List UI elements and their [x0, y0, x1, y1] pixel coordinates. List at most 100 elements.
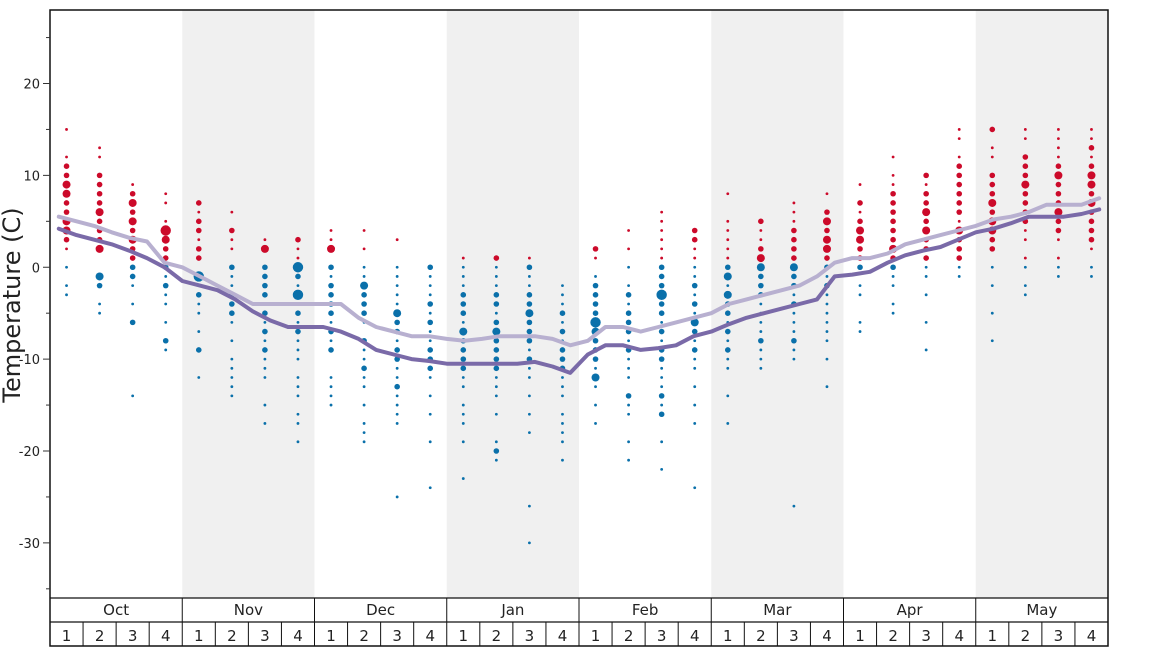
temperature-dot [759, 320, 763, 324]
temperature-dot [461, 256, 465, 260]
y-tick-label: 20 [23, 78, 40, 93]
week-label: 4 [954, 627, 964, 645]
temperature-dot [759, 357, 763, 361]
temperature-dot [295, 236, 301, 243]
temperature-dot [492, 327, 501, 336]
temperature-dot [129, 273, 136, 280]
week-label: 2 [1021, 627, 1031, 645]
temperature-dot [230, 394, 234, 398]
temperature-dot [858, 284, 862, 288]
temperature-dot [526, 301, 533, 307]
month-band [975, 10, 1108, 598]
week-label: 2 [227, 627, 237, 645]
week-label: 4 [293, 627, 303, 645]
temperature-dot [65, 265, 68, 269]
temperature-dot [460, 356, 467, 362]
lower-trend-line [56, 207, 1102, 375]
temperature-dot [395, 394, 399, 398]
temperature-dot [1090, 137, 1093, 141]
temperature-dot [791, 337, 797, 344]
temperature-dot [592, 292, 599, 298]
temperature-dot [561, 394, 564, 398]
temperature-dot [296, 247, 300, 251]
temperature-dot [460, 310, 467, 316]
temperature-dot [924, 293, 928, 297]
temperature-dot [63, 163, 70, 169]
temperature-dot [526, 328, 533, 335]
temperature-dot [528, 431, 531, 435]
temperature-dot [62, 189, 71, 198]
week-label: 2 [359, 627, 369, 645]
y-tick-label: 0 [32, 261, 40, 276]
temperature-dot [362, 247, 366, 251]
temperature-dot [1088, 218, 1095, 225]
temperature-dot [956, 255, 963, 261]
temperature-dot [923, 218, 929, 225]
temperature-dot [758, 282, 764, 289]
temperature-dot [922, 208, 931, 217]
temperature-dot [427, 347, 434, 353]
temperature-dot [592, 282, 599, 289]
temperature-dot [328, 292, 334, 298]
temperature-dot [693, 311, 697, 315]
temperature-dot [792, 210, 796, 214]
temperature-dot [660, 320, 664, 324]
temperature-dot [395, 366, 399, 370]
temperature-dot [96, 282, 103, 289]
week-label: 4 [822, 627, 832, 645]
temperature-dot [361, 301, 367, 307]
temperature-dot [528, 376, 531, 379]
temperature-dot [162, 246, 169, 252]
y-tick-label: -20 [19, 445, 40, 460]
temperature-dot [164, 293, 168, 297]
temperature-dot [329, 238, 333, 242]
temperature-dot [1055, 163, 1062, 169]
temperature-dot [528, 348, 531, 352]
temperature-dot [956, 163, 963, 169]
temperature-dot [63, 172, 70, 179]
temperature-dot [1090, 128, 1093, 131]
temperature-dot [559, 347, 566, 353]
temperature-dot [825, 330, 829, 333]
week-label: 2 [756, 627, 766, 645]
temperature-dot [724, 264, 731, 271]
temperature-dot [726, 229, 730, 232]
temperature-dot [658, 328, 665, 335]
temperature-dot [230, 320, 234, 324]
temperature-dot [395, 339, 399, 343]
temperature-dot [857, 246, 863, 252]
y-axis: 20 10 0 -10 -20 -30 [19, 37, 50, 590]
temperature-dot [990, 311, 994, 315]
month-band [446, 10, 579, 598]
temperature-dot [1054, 208, 1063, 217]
temperature-dot [296, 256, 300, 260]
temperature-dot [494, 376, 498, 379]
temperature-dot [856, 235, 865, 244]
temperature-dot [660, 376, 664, 379]
temperature-dot [1055, 181, 1062, 188]
temperature-dot [592, 337, 599, 344]
temperature-dot [96, 190, 103, 197]
temperature-dot [658, 393, 665, 399]
temperature-dot [923, 255, 929, 261]
temperature-dot [726, 366, 730, 370]
temperature-dot [361, 310, 367, 316]
temperature-dot [129, 319, 136, 326]
week-label: 1 [988, 627, 998, 645]
temperature-dot [922, 226, 931, 235]
temperature-dot [362, 265, 366, 269]
temperature-dot [95, 208, 104, 217]
temperature-dot [791, 273, 797, 280]
temperature-dot [989, 209, 996, 215]
temperature-dot [1022, 200, 1029, 206]
temperature-dot [726, 284, 730, 288]
temperature-dot [428, 376, 432, 379]
temperature-dot [825, 385, 829, 389]
temperature-dot [362, 376, 366, 379]
temperature-dot [990, 155, 994, 159]
temperature-dot [292, 289, 304, 301]
temperature-dot [1022, 190, 1029, 197]
temperature-dot [395, 403, 399, 407]
temperature-dot [627, 247, 630, 251]
temperature-dot [989, 126, 996, 133]
